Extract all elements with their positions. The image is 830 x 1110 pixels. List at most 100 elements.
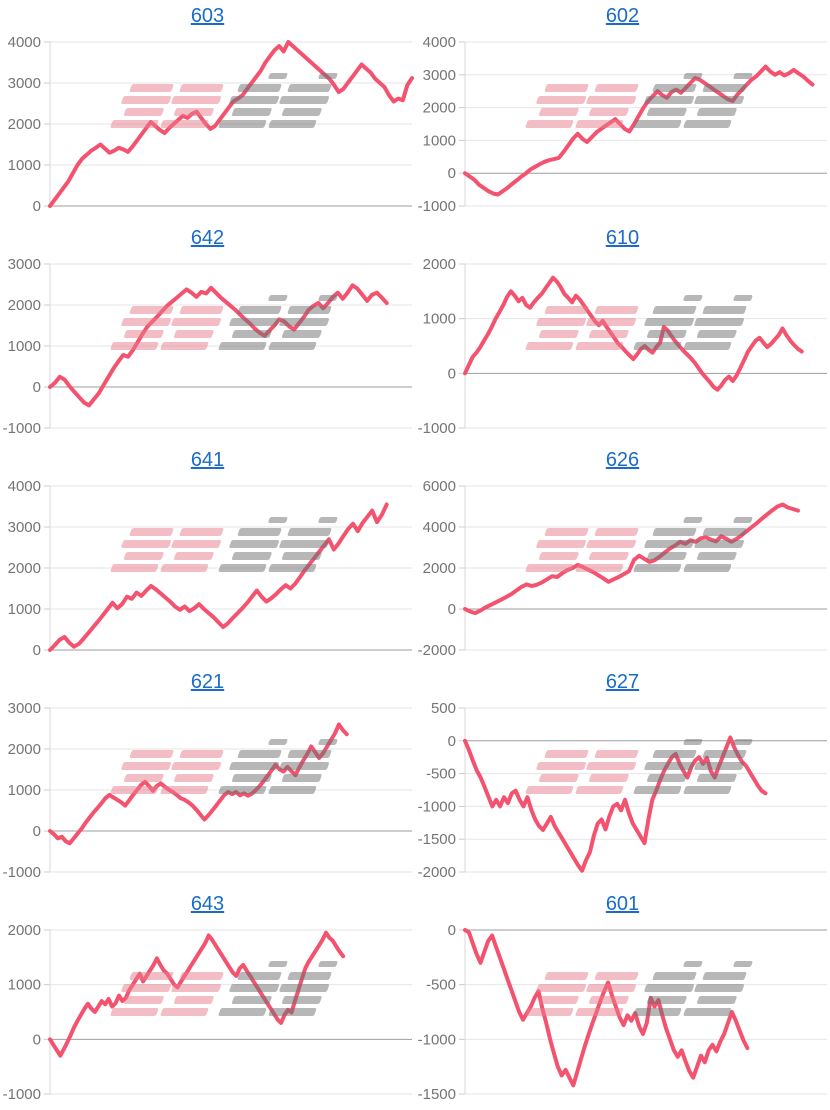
minkabu-watermark [110, 73, 338, 128]
y-axis-label: -1000 [418, 798, 456, 815]
series-line [463, 64, 815, 197]
y-axis-label: -500 [426, 766, 456, 783]
chart-title-link[interactable]: 643 [190, 893, 225, 915]
y-axis-label: -2000 [418, 642, 456, 659]
chart-cell-626: -2000 0 2000 4000 6000 626 [415, 444, 830, 666]
chart-title-link[interactable]: 603 [190, 5, 225, 27]
chart-title: 601 [415, 892, 830, 916]
chart-title: 602 [415, 4, 830, 28]
y-axis-label: 2000 [8, 297, 41, 314]
chart-cell-643: -1000 0 1000 2000 643 [0, 888, 415, 1110]
y-axis-label: 3000 [8, 75, 41, 92]
y-axis-label: -1000 [418, 1031, 456, 1048]
y-axis-label: -1000 [3, 420, 41, 437]
chart-cell-621: -1000 0 1000 2000 3000 621 [0, 666, 415, 888]
y-axis-label: -1000 [418, 420, 456, 437]
chart-title-link[interactable]: 642 [190, 227, 225, 249]
y-axis-label: 6000 [423, 478, 456, 495]
y-axis-label: -2000 [418, 864, 456, 881]
line-chart-621: -1000 0 1000 2000 3000 [3, 700, 412, 881]
line-chart-603: 0 1000 2000 3000 4000 [8, 34, 414, 215]
y-axis-label: 3000 [8, 519, 41, 536]
y-axis-label: 3000 [8, 700, 41, 717]
y-axis-label: -1500 [418, 1086, 456, 1103]
series-line [48, 930, 346, 1058]
y-axis-label: 1000 [8, 977, 41, 994]
chart-cell-601: -1500 -1000 -500 0 601 [415, 888, 830, 1110]
chart-title: 626 [415, 448, 830, 472]
chart-title: 641 [0, 448, 415, 472]
line-chart-643: -1000 0 1000 2000 [3, 922, 412, 1103]
y-axis-label: 2000 [423, 560, 456, 577]
y-axis-label: 2000 [423, 256, 456, 273]
chart-title: 621 [0, 670, 415, 694]
y-axis-label: 4000 [8, 478, 41, 495]
y-axis-label: -1000 [3, 864, 41, 881]
chart-cell-642: -1000 0 1000 2000 3000 642 [0, 222, 415, 444]
chart-cell-610: -1000 0 1000 2000 610 [415, 222, 830, 444]
chart-cell-602: -1000 0 1000 2000 3000 4000 602 [415, 0, 830, 222]
chart-title-link[interactable]: 610 [605, 227, 640, 249]
minkabu-watermark [110, 961, 338, 1016]
y-axis-label: 4000 [8, 34, 41, 51]
minkabu-watermark [525, 961, 753, 1016]
y-axis-label: -1500 [418, 831, 456, 848]
chart-title-link[interactable]: 621 [190, 671, 225, 693]
y-axis-label: 1000 [8, 601, 41, 618]
y-axis-label: 0 [33, 1031, 41, 1048]
line-chart-601: -1500 -1000 -500 0 [418, 922, 827, 1103]
y-axis-label: -1000 [418, 198, 456, 215]
y-axis-label: 3000 [8, 256, 41, 273]
y-axis-label: 2000 [8, 560, 41, 577]
y-axis-label: 0 [448, 365, 456, 382]
chart-title-link[interactable]: 601 [605, 893, 640, 915]
line-chart-602: -1000 0 1000 2000 3000 4000 [418, 34, 827, 215]
line-chart-627: -2000 -1500 -1000 -500 0 500 [418, 700, 827, 881]
y-axis-label: 1000 [8, 338, 41, 355]
line-chart-642: -1000 0 1000 2000 3000 [3, 256, 412, 437]
chart-title-link[interactable]: 626 [605, 449, 640, 471]
y-axis-label: 1000 [8, 157, 41, 174]
line-chart-626: -2000 0 2000 4000 6000 [418, 478, 827, 659]
line-chart-610: -1000 0 1000 2000 [418, 256, 827, 437]
chart-title-link[interactable]: 641 [190, 449, 225, 471]
chart-title: 610 [415, 226, 830, 250]
y-axis-label: 1000 [423, 311, 456, 328]
minkabu-watermark [110, 295, 338, 350]
chart-title-link[interactable]: 602 [605, 5, 640, 27]
minkabu-watermark [525, 73, 753, 128]
y-axis-label: 0 [33, 198, 41, 215]
y-axis-label: -1000 [3, 1086, 41, 1103]
chart-cell-627: -2000 -1500 -1000 -500 0 500 627 [415, 666, 830, 888]
y-axis-label: 2000 [8, 116, 41, 133]
y-axis-label: 0 [448, 922, 456, 939]
minkabu-watermark [525, 295, 753, 350]
chart-cell-641: 0 1000 2000 3000 4000 641 [0, 444, 415, 666]
minkabu-watermark [110, 517, 338, 572]
y-axis-label: 0 [448, 733, 456, 750]
y-axis-label: 2000 [423, 100, 456, 117]
y-axis-label: 500 [431, 700, 456, 717]
chart-title: 643 [0, 892, 415, 916]
y-axis-label: 2000 [8, 741, 41, 758]
y-axis-label: 0 [33, 379, 41, 396]
y-axis-label: 0 [448, 601, 456, 618]
y-axis-label: 0 [33, 642, 41, 659]
chart-title: 642 [0, 226, 415, 250]
y-axis-label: 4000 [423, 34, 456, 51]
series-line [48, 40, 414, 208]
minkabu-watermark [110, 739, 338, 794]
minkabu-watermark [525, 739, 753, 794]
y-axis-label: 0 [448, 165, 456, 182]
series-line [48, 722, 349, 846]
chart-title-link[interactable]: 627 [605, 671, 640, 693]
y-axis-label: 4000 [423, 519, 456, 536]
chart-cell-603: 0 1000 2000 3000 4000 603 [0, 0, 415, 222]
series-line [48, 502, 389, 652]
y-axis-label: 1000 [8, 782, 41, 799]
series-line [463, 928, 750, 1088]
minkabu-watermark [525, 517, 753, 572]
y-axis-label: 2000 [8, 922, 41, 939]
line-chart-641: 0 1000 2000 3000 4000 [8, 478, 412, 659]
